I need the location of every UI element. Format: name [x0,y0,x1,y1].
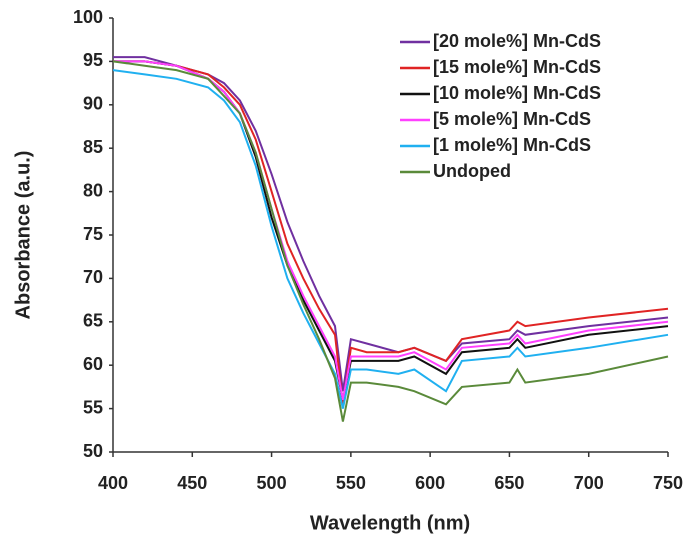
y-tick-label: 85 [83,137,103,157]
x-tick-label: 600 [415,473,445,493]
legend-label: [20 mole%] Mn-CdS [433,31,601,51]
series-line [113,60,669,401]
x-tick-label: 500 [257,473,287,493]
x-tick-label: 700 [574,473,604,493]
legend-label: [15 mole%] Mn-CdS [433,57,601,77]
series-line [112,69,669,409]
y-tick-label: 60 [83,354,103,374]
series-line [113,60,669,405]
y-tick-label: 75 [83,224,103,244]
y-tick-label: 50 [83,441,103,461]
x-tick-label: 750 [653,473,683,493]
x-tick-label: 400 [98,473,128,493]
x-tick-label: 550 [336,473,366,493]
y-tick-label: 80 [83,180,103,200]
x-axis-title: Wavelength (nm) [310,512,470,534]
y-tick-label: 70 [83,267,103,287]
y-tick-label: 90 [83,94,103,114]
series-line [112,60,669,422]
y-tick-label: 65 [83,311,103,331]
x-tick-label: 450 [177,473,207,493]
legend-label: Undoped [433,161,511,181]
y-tick-label: 55 [83,397,103,417]
legend-label: [5 mole%] Mn-CdS [433,109,591,129]
series-line [113,56,669,392]
legend-label: [10 mole%] Mn-CdS [433,83,601,103]
y-tick-label: 95 [83,50,103,70]
y-tick-label: 100 [73,7,103,27]
x-tick-label: 650 [494,473,524,493]
legend-label: [1 mole%] Mn-CdS [433,135,591,155]
y-axis-title: Absorbance (a.u.) [12,151,34,320]
